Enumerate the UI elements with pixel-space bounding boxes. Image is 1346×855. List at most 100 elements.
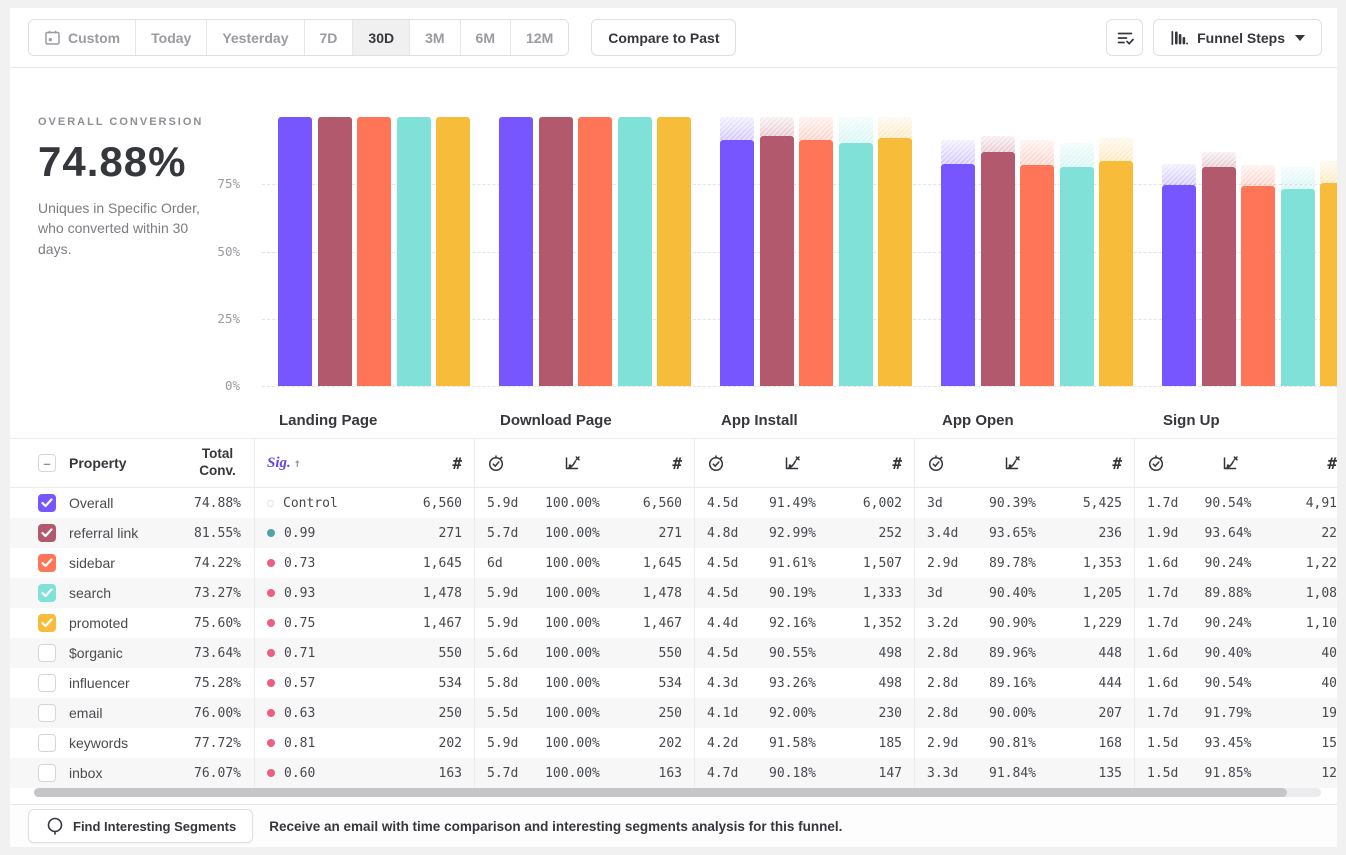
bar-promoted-landing-page[interactable] xyxy=(436,117,470,386)
hash-icon[interactable]: # xyxy=(892,453,902,473)
count-value: 207 xyxy=(1098,705,1122,721)
stopwatch-check-icon[interactable] xyxy=(487,454,535,472)
select-all-checkbox[interactable]: – xyxy=(38,454,56,472)
scrollbar-thumb[interactable] xyxy=(34,788,1287,797)
caret-down-icon xyxy=(1295,34,1305,41)
property-checkbox-promoted[interactable] xyxy=(38,614,56,632)
bar-segment-converted xyxy=(278,117,312,386)
find-interesting-segments-button[interactable]: Find Interesting Segments xyxy=(28,809,254,843)
bar-sidebar-sign-up[interactable] xyxy=(1241,117,1275,386)
property-checkbox-inbox[interactable] xyxy=(38,764,56,782)
bar-overall-app-install[interactable] xyxy=(720,117,754,386)
metrics-download-page: 6d 100.00% 1,645 xyxy=(474,548,694,578)
bar-chart-icon xyxy=(1170,29,1189,47)
bar-search-sign-up[interactable] xyxy=(1280,117,1315,386)
date-range-6m[interactable]: 6M xyxy=(460,20,511,55)
property-checkbox--organic[interactable] xyxy=(38,644,56,662)
hash-icon[interactable]: # xyxy=(452,453,462,473)
date-range-30d[interactable]: 30D xyxy=(353,20,411,55)
bar-referral-link-landing-page[interactable] xyxy=(317,117,352,386)
bar-segment-dropoff xyxy=(1280,166,1315,189)
bar-overall-app-open[interactable] xyxy=(941,117,975,386)
conversion-rate-value: 91.58% xyxy=(769,735,816,751)
significance-cell: 0.81 xyxy=(267,736,439,751)
bar-sidebar-app-open[interactable] xyxy=(1020,117,1054,386)
stopwatch-check-icon[interactable] xyxy=(927,454,975,472)
bar-referral-link-app-open[interactable] xyxy=(980,117,1015,386)
date-range-label: 6M xyxy=(475,29,495,46)
hash-icon[interactable]: # xyxy=(1327,453,1337,473)
date-range-yesterday[interactable]: Yesterday xyxy=(207,20,305,55)
table-row-influencer: influencer 75.28% 0.57 534 5.8d 100.00% 534 4.3… xyxy=(10,668,1337,698)
date-range-7d[interactable]: 7D xyxy=(304,20,354,55)
bar-overall-download-page[interactable] xyxy=(499,117,533,386)
bar-sidebar-landing-page[interactable] xyxy=(357,117,391,386)
bar-sidebar-download-page[interactable] xyxy=(578,117,612,386)
summary-title: OVERALL CONVERSION xyxy=(38,116,204,128)
bar-promoted-app-open[interactable] xyxy=(1099,117,1133,386)
bar-search-landing-page[interactable] xyxy=(396,117,431,386)
bar-search-download-page[interactable] xyxy=(617,117,652,386)
property-checkbox-influencer[interactable] xyxy=(38,674,56,692)
conversion-rate-value: 89.96% xyxy=(989,645,1036,661)
metrics-app-open: 3d 90.40% 1,205 xyxy=(914,578,1134,608)
count-value: 19 xyxy=(1321,705,1337,721)
conversion-rate-value: 89.88% xyxy=(1204,585,1252,601)
property-checkbox-overall[interactable] xyxy=(38,494,56,512)
y-axis-tick-label: 0% xyxy=(224,378,240,393)
conversion-rate-value: 91.61% xyxy=(769,555,816,571)
bar-referral-link-sign-up[interactable] xyxy=(1201,117,1236,386)
significance-value: 0.75 xyxy=(284,615,316,631)
total-conversion-value: 75.60% xyxy=(194,615,241,631)
conversion-rate-value: 93.64% xyxy=(1204,525,1252,541)
bar-promoted-app-install[interactable] xyxy=(878,117,912,386)
property-checkbox-search[interactable] xyxy=(38,584,56,602)
sig-sort-header[interactable]: Sig. ↑ xyxy=(267,454,301,471)
date-range-label: 7D xyxy=(319,29,338,46)
chart-dropoff-icon[interactable] xyxy=(1195,454,1265,472)
hash-icon[interactable]: # xyxy=(672,453,682,473)
horizontal-scrollbar[interactable] xyxy=(34,788,1321,797)
metrics-sign-up: 1.9d 93.64% 22 xyxy=(1134,518,1337,548)
conversion-rate-value: 90.24% xyxy=(1204,615,1252,631)
avg-time-value: 5.9d xyxy=(487,735,519,751)
bar-overall-sign-up[interactable] xyxy=(1162,117,1196,386)
bar-segment-dropoff xyxy=(1201,151,1236,167)
property-cell: promoted 75.60% xyxy=(10,608,254,638)
chart-dropoff-icon[interactable] xyxy=(755,454,830,472)
hash-icon[interactable]: # xyxy=(1112,453,1122,473)
metric-options-button[interactable] xyxy=(1106,19,1144,56)
sig-section: 0.99 271 xyxy=(254,518,474,548)
stopwatch-check-icon[interactable] xyxy=(707,454,755,472)
date-range-custom[interactable]: Custom xyxy=(29,20,137,55)
chart-dropoff-icon[interactable] xyxy=(975,454,1050,472)
bar-overall-landing-page[interactable] xyxy=(278,117,312,386)
bar-groups: Landing Page Download Page App Install App … xyxy=(278,117,1337,429)
funnel-steps-dropdown[interactable]: Funnel Steps xyxy=(1153,19,1322,56)
bar-segment-converted xyxy=(657,117,691,386)
count-value: 534 xyxy=(658,675,682,691)
bar-segment-converted xyxy=(1162,184,1196,386)
chart-dropoff-icon[interactable] xyxy=(535,454,610,472)
metrics-download-page: 5.5d 100.00% 250 xyxy=(474,698,694,728)
stopwatch-check-icon[interactable] xyxy=(1147,454,1195,472)
metrics-app-install: 4.7d 90.18% 147 xyxy=(694,758,914,788)
bar-referral-link-download-page[interactable] xyxy=(538,117,573,386)
table-row-promoted: promoted 75.60% 0.75 1,467 5.9d 100.00% 1,467 4… xyxy=(10,608,1337,638)
metrics-download-page: 5.9d 100.00% 202 xyxy=(474,728,694,758)
bar-promoted-sign-up[interactable] xyxy=(1320,117,1337,386)
bar-referral-link-app-install[interactable] xyxy=(759,117,794,386)
property-checkbox-sidebar[interactable] xyxy=(38,554,56,572)
date-range-12m[interactable]: 12M xyxy=(511,20,569,55)
property-checkbox-email[interactable] xyxy=(38,704,56,722)
property-label: inbox xyxy=(69,765,103,781)
compare-to-past-button[interactable]: Compare to Past xyxy=(591,19,737,56)
bar-search-app-install[interactable] xyxy=(838,117,873,386)
property-checkbox-referral-link[interactable] xyxy=(38,524,56,542)
date-range-today[interactable]: Today xyxy=(136,20,208,55)
date-range-3m[interactable]: 3M xyxy=(410,20,461,55)
property-checkbox-keywords[interactable] xyxy=(38,734,56,752)
bar-promoted-download-page[interactable] xyxy=(657,117,691,386)
bar-search-app-open[interactable] xyxy=(1059,117,1094,386)
bar-sidebar-app-install[interactable] xyxy=(799,117,833,386)
